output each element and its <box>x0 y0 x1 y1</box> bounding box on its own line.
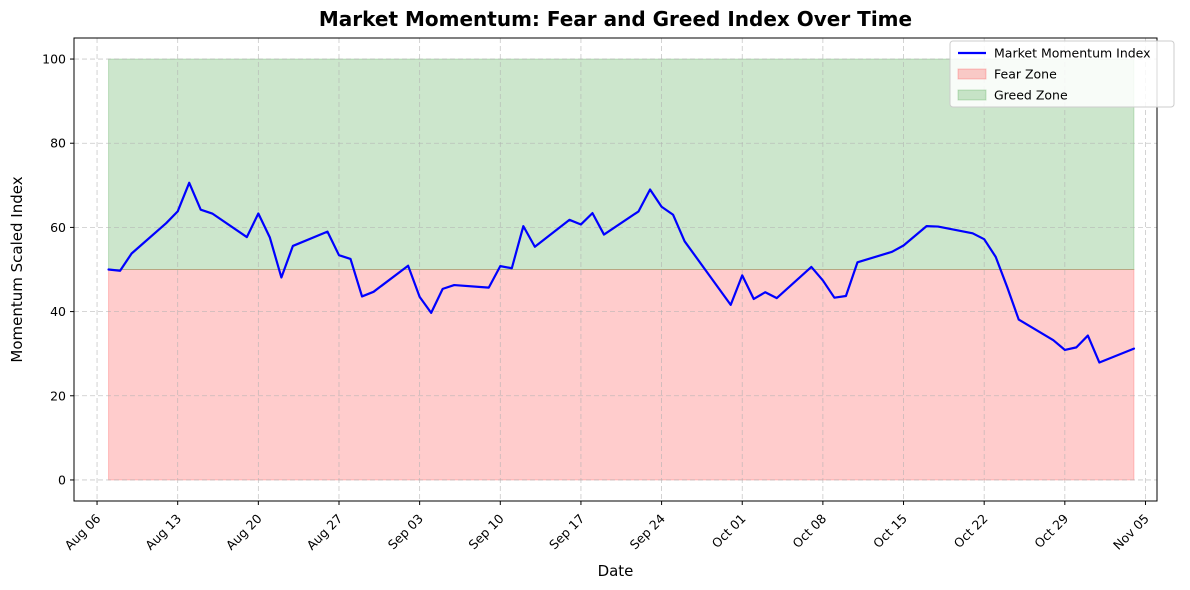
legend: Market Momentum Index Fear Zone Greed Zone <box>949 40 1175 108</box>
legend-label: Market Momentum Index <box>994 46 1151 61</box>
y-tick-label: 60 <box>50 220 66 235</box>
chart-title: Market Momentum: Fear and Greed Index Ov… <box>319 7 912 31</box>
y-axis: 0 20 40 60 80 100 <box>42 52 74 487</box>
x-axis-label: Date <box>598 562 634 580</box>
zone-fear <box>108 269 1135 481</box>
y-tick-label: 100 <box>42 52 66 67</box>
y-tick-label: 80 <box>50 136 66 151</box>
legend-patch-swatch <box>957 68 987 80</box>
series-layer <box>107 181 1136 364</box>
y-tick-label: 20 <box>50 388 66 403</box>
plot-frame <box>73 37 1158 502</box>
legend-label: Fear Zone <box>994 67 1057 82</box>
grid-layer <box>74 38 1157 501</box>
y-axis-label: Momentum Scaled Index <box>8 176 26 362</box>
legend-label: Greed Zone <box>994 88 1068 103</box>
y-tick-label: 0 <box>58 472 66 487</box>
y-tick-label: 40 <box>50 304 66 319</box>
series-line <box>107 181 1136 364</box>
legend-patch-swatch <box>957 89 987 101</box>
legend-box <box>949 40 1175 108</box>
zones-layer <box>108 58 1135 481</box>
